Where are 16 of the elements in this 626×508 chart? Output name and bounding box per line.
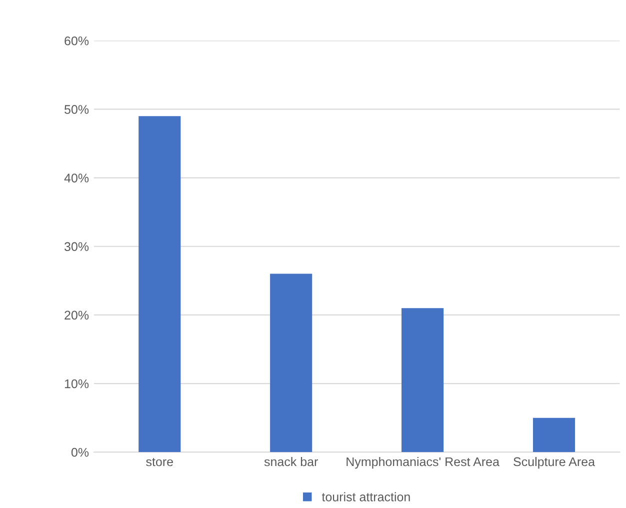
y-tick-label: 60% — [64, 36, 89, 46]
y-tick-label: 10% — [64, 379, 89, 388]
y-tick-label: 30% — [64, 242, 89, 252]
y-tick-label: 40% — [64, 174, 89, 182]
bar — [138, 116, 181, 452]
legend-label: tourist attraction — [322, 492, 410, 502]
y-tick-label: 0% — [71, 448, 89, 457]
bar — [402, 308, 444, 452]
x-tick-label: store — [146, 458, 173, 466]
x-tick-label: Nymphomaniacs' Rest Area — [346, 456, 500, 469]
y-tick-label: 20% — [64, 310, 89, 320]
bar — [532, 418, 576, 452]
x-tick-label: Sculpture Area — [514, 456, 596, 469]
y-tick-label: 50% — [64, 105, 89, 114]
bar — [270, 274, 312, 452]
x-tick-label: snack bar — [264, 456, 318, 466]
